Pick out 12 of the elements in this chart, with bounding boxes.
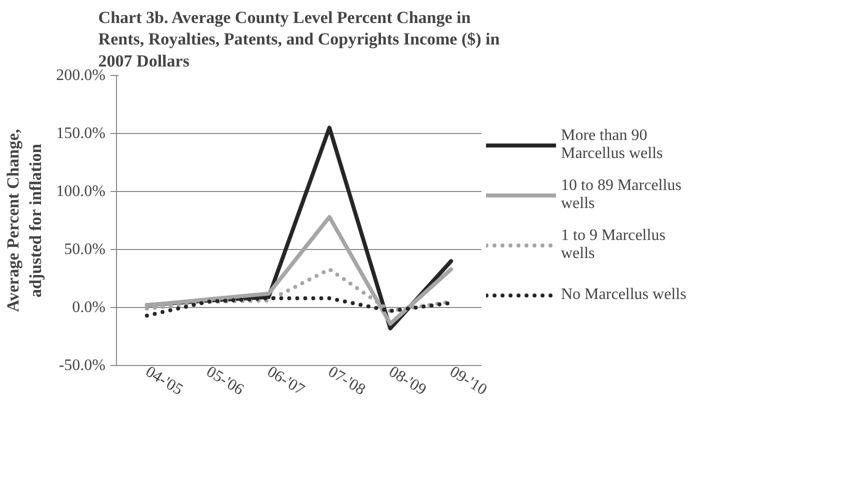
- y-tick-label: 0.0%: [72, 299, 106, 316]
- legend-label: No Marcellus wells: [561, 285, 686, 305]
- y-tick-label: 50.0%: [64, 241, 106, 258]
- x-tick-label: 06-'07: [264, 363, 308, 399]
- legend-label: More than 90 Marcellus wells: [561, 127, 663, 163]
- line-series: [144, 215, 454, 326]
- y-tick-label: 150.0%: [56, 125, 106, 142]
- y-axis-title: Average Percent Change, adjusted for inflation: [3, 128, 46, 312]
- legend-label: 1 to 9 Marcellus wells: [561, 227, 666, 263]
- legend-label: 10 to 89 Marcellus wells: [561, 177, 682, 213]
- y-tick-label: -50.0%: [58, 357, 106, 374]
- y-tick-label: 100.0%: [56, 183, 106, 200]
